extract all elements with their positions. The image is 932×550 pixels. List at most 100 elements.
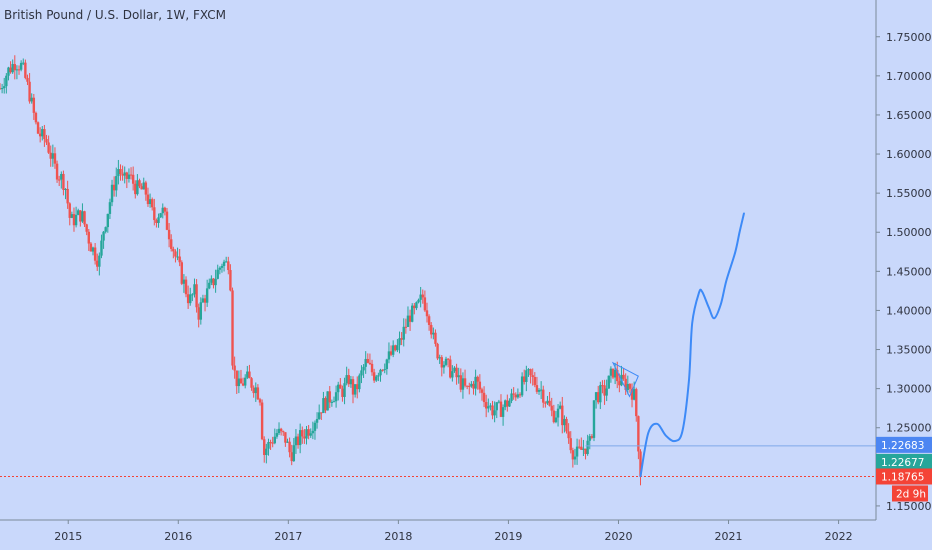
price-tag-level-a: 1.22683 [876,436,932,453]
candle-body [546,400,549,404]
candle [41,126,44,141]
candle-body [410,305,414,322]
candle [345,366,348,386]
candle [520,372,524,398]
candle-body [618,381,621,386]
candle [548,391,551,407]
candle-body [326,391,329,411]
candle-body [311,430,315,434]
candle-body [3,86,6,89]
candle-body [96,260,99,267]
triangle-drawing[interactable] [611,361,639,398]
candle [510,388,513,404]
candle-body [269,442,272,444]
candle-body [22,62,25,64]
candle [244,374,247,389]
candle [15,65,19,80]
candle-body [275,433,279,437]
candle-body [110,184,114,203]
candle-body [434,332,437,344]
candle [370,359,374,376]
candle [415,301,418,311]
price-tick-label: 1.35000 [886,344,932,357]
candle-body [277,428,281,434]
candle-body [165,211,169,230]
candle-body [597,392,600,403]
candle [535,376,539,394]
candle [563,415,566,433]
candle-body [383,369,386,371]
candle-body [237,378,241,387]
candle-body [611,368,615,378]
candle [252,385,255,398]
candle-body [248,371,251,379]
candle [451,365,454,382]
candle [260,399,264,441]
candle [430,322,433,339]
candle [351,376,355,404]
candle [43,124,46,147]
candle [89,242,93,252]
projection-path[interactable] [639,212,745,478]
candle [197,303,200,328]
candle-body [117,169,120,177]
candle-body [527,369,530,371]
candle [609,366,613,383]
candle-body [446,358,450,360]
candle [157,213,160,228]
price-tick-label: 1.60000 [886,148,932,161]
candle [91,246,95,256]
candle-body [210,278,213,283]
candle [366,353,370,364]
candle [248,364,251,379]
candle-body [197,307,200,320]
candle [436,342,439,361]
candle-body [62,173,65,190]
candle [34,111,38,125]
candle [482,386,486,408]
candle-body [339,384,342,389]
candle-body [201,298,205,303]
candle-body [72,214,76,226]
candle-body [115,176,118,191]
candle [263,436,266,463]
candle [588,433,591,450]
candle [119,164,122,181]
candle [79,210,82,227]
candle-body [159,213,162,218]
candle [216,264,219,280]
candle-body [298,430,302,446]
candle-body [330,401,334,403]
candle-body [121,174,124,176]
candle-body [246,371,249,378]
candle-body [13,64,16,71]
candle [307,425,310,440]
candle-body [85,224,88,232]
candle-body [0,88,4,90]
candle-body [193,284,196,295]
candle [375,374,378,382]
candle [577,439,581,449]
price-tick-label: 1.55000 [886,187,932,200]
candle-body [81,211,84,222]
candle-body [358,375,361,390]
candle-body [98,255,101,267]
candle [635,387,638,422]
candle [590,434,594,440]
candle-body [504,400,507,408]
candle [353,384,357,398]
candle [457,367,460,384]
candle [182,274,186,293]
candle [529,368,532,384]
candle [584,448,587,460]
candle [533,372,537,388]
candle [527,368,530,377]
candle-body [501,407,505,417]
candle-body [136,180,139,195]
candle [315,412,319,429]
candle-body [70,214,74,218]
candle-body [305,429,308,439]
candle-body [49,152,52,159]
candle-body [402,326,405,340]
